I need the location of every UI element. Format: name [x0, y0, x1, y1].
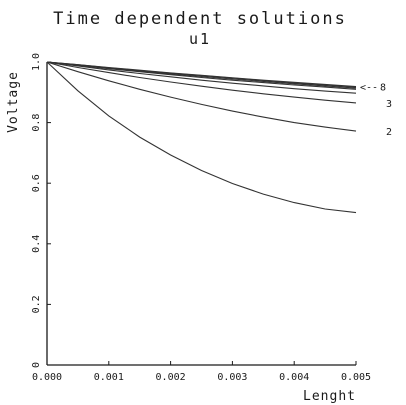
series-line-0: [46, 61, 357, 214]
chart-subtitle: u1: [189, 30, 211, 48]
series-group: [46, 61, 357, 214]
x-tick-label-3: 0.003: [217, 372, 247, 383]
series-line-3: [46, 61, 357, 94]
curve-label-1: 2: [386, 127, 392, 138]
y-ticks: 0 0.2 0.4 0.6 0.8 1.0: [31, 53, 51, 368]
chart-title: Time dependent solutions: [53, 9, 347, 29]
y-tick-label-3: 0.6: [31, 174, 42, 192]
curve-labels: 2 3 <-- 8: [360, 83, 392, 139]
y-tick-label-1: 0.2: [31, 295, 42, 313]
series-line-7: [46, 61, 357, 88]
series-line-2: [46, 61, 357, 104]
x-tick-label-5: 0.005: [341, 372, 371, 383]
curve-label-7: 8: [380, 83, 386, 94]
y-tick-label-2: 0.4: [31, 235, 42, 253]
series-line-1: [46, 61, 357, 132]
x-ticks: 0.000 0.001 0.002 0.003 0.004 0.005: [32, 361, 371, 383]
y-tick-label-0: 0: [31, 362, 42, 368]
x-tick-label-2: 0.002: [156, 372, 186, 383]
y-tick-label-4: 0.8: [31, 114, 42, 132]
x-tick-label-4: 0.004: [279, 372, 309, 383]
y-tick-label-5: 1.0: [31, 53, 42, 71]
legend-arrow-marker: <--: [360, 83, 378, 94]
curve-label-2: 3: [386, 99, 392, 110]
x-tick-label-1: 0.001: [94, 372, 124, 383]
x-axis-label: Lenght: [303, 389, 356, 404]
y-axis-label: Voltage: [6, 71, 21, 133]
x-tick-label-0: 0.000: [32, 372, 62, 383]
